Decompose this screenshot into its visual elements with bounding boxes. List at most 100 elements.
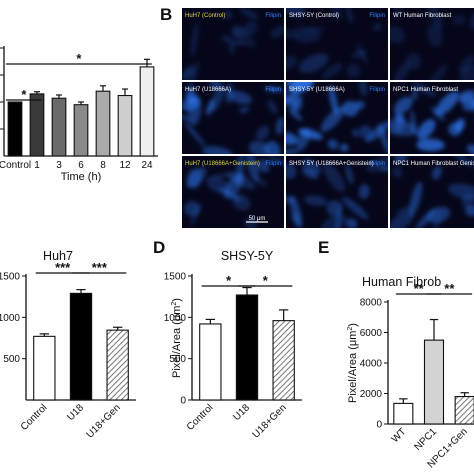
- y-tick-label: 4000: [360, 359, 383, 370]
- y-tick-label: 6000: [360, 328, 383, 339]
- fluorescent-spot: [286, 163, 297, 180]
- micrograph-2-1: SHSY 5Y (U18666A+Genistein)Filipin: [286, 156, 388, 228]
- fluorescent-spot: [393, 96, 413, 115]
- y-axis-label-tail: ): [171, 298, 183, 302]
- fluorescent-spot: [358, 184, 370, 199]
- fluorescent-spot: [427, 8, 443, 31]
- bar-NPC1: [423, 339, 445, 425]
- fluorescent-spot: [286, 8, 306, 18]
- fluorescent-spot: [286, 82, 315, 91]
- micrograph-stain-label: Filipin: [369, 161, 385, 167]
- fluorescent-spot: [244, 216, 258, 228]
- fluorescent-spot: [206, 176, 231, 194]
- fluorescent-spot: [417, 119, 436, 140]
- fluorescent-spot: [268, 99, 278, 114]
- fluorescent-spot: [264, 86, 284, 94]
- chart-panel-a: 0.51.01.52.0Control13681224Time (h)**: [0, 46, 158, 183]
- fluorescent-spot: [394, 61, 411, 80]
- fluorescent-spot: [330, 8, 342, 20]
- fluorescent-spot: [351, 128, 360, 137]
- fluorescent-spot: [390, 25, 406, 44]
- significance-marker: *: [21, 87, 27, 102]
- fluorescent-spot: [412, 82, 437, 97]
- fluorescent-spot: [220, 35, 236, 45]
- x-tick-label: NPC1: [412, 426, 439, 453]
- fluorescent-spot: [328, 85, 339, 115]
- fluorescent-spot: [294, 26, 325, 33]
- bar-8: [95, 90, 111, 157]
- fluorescent-spot: [226, 171, 256, 190]
- fluorescent-spot: [184, 201, 200, 217]
- fluorescent-spot: [320, 106, 345, 132]
- bar-Control: [199, 323, 222, 401]
- chart-title: Human Fibrob: [362, 275, 441, 289]
- bar-U18: [235, 294, 259, 401]
- fluorescent-spot: [304, 195, 328, 206]
- fluorescent-spot: [286, 29, 299, 39]
- fluorescent-spot: [427, 23, 443, 47]
- fluorescent-spot: [390, 119, 418, 137]
- fluorescent-spot: [228, 42, 236, 55]
- fluorescent-spot: [342, 100, 359, 117]
- fluorescent-spot: [415, 208, 436, 228]
- x-tick-label: WT: [390, 426, 409, 445]
- fluorescent-spot: [302, 158, 321, 175]
- fluorescent-spot: [431, 165, 442, 180]
- fluorescent-spot: [432, 209, 441, 228]
- fluorescent-spot: [223, 9, 233, 20]
- significance-marker: *: [226, 273, 232, 288]
- fluorescent-spot: [294, 29, 322, 43]
- bar-6: [73, 104, 89, 157]
- y-tick-label: 2000: [360, 389, 383, 400]
- y-tick-label: 1000: [164, 313, 187, 324]
- fluorescent-spot: [257, 159, 270, 173]
- fluorescent-spot: [243, 20, 258, 36]
- fluorescent-spot: [345, 218, 358, 228]
- fluorescent-spot: [182, 67, 198, 80]
- fluorescent-spot: [458, 91, 474, 113]
- fluorescent-spot: [461, 193, 474, 210]
- fluorescent-spot: [266, 156, 284, 168]
- fluorescent-spot: [231, 26, 256, 48]
- micrograph-signal: [286, 82, 388, 154]
- fluorescent-spot: [411, 87, 418, 101]
- fluorescent-spot: [202, 146, 233, 154]
- micrograph-stain-label: Filipin: [369, 13, 385, 19]
- bar-U18+Gen: [272, 320, 295, 401]
- superscript: 2: [347, 327, 354, 331]
- y-tick-label: 1500: [0, 272, 20, 283]
- fluorescent-spot: [301, 168, 319, 179]
- fluorescent-spot: [391, 166, 403, 178]
- micrograph-stain-label: Filipin: [265, 87, 281, 93]
- y-tick-label: 500: [3, 354, 20, 365]
- fluorescent-spot: [406, 53, 422, 70]
- y-tick-label: 8000: [360, 298, 383, 309]
- fluorescent-spot: [298, 128, 323, 140]
- micrograph-stain-label: Filipin: [265, 161, 281, 167]
- fluorescent-spot: [458, 55, 474, 74]
- significance-marker: *: [263, 273, 269, 288]
- x-tick-label: U18: [231, 402, 252, 423]
- fluorescent-spot: [264, 141, 281, 154]
- bar-Control: [7, 101, 23, 157]
- bar-U18+Gen: [106, 329, 129, 401]
- micrograph-label: HuH7 (U18666A): [185, 87, 231, 93]
- panel-label-b: B: [160, 5, 172, 24]
- fluorescent-spot: [409, 181, 423, 217]
- micrograph-0-1: SHSY-5Y (Control) Filipin: [286, 8, 388, 80]
- fluorescent-spot: [452, 14, 466, 26]
- fluorescent-spot: [286, 195, 295, 204]
- fluorescent-spot: [275, 117, 284, 135]
- x-tick-label: 3: [56, 160, 62, 171]
- chart-panel-d: SHSY-5Y 0 500 1000 1500 Pixel/Area (μm2) Contr…: [164, 249, 302, 441]
- bar-24: [139, 66, 155, 157]
- fluorescent-spot: [426, 64, 448, 80]
- fluorescent-spot: [184, 122, 206, 147]
- fluorescent-spot: [396, 205, 413, 215]
- panel-label-d: D: [153, 238, 165, 257]
- micrograph-1-0: HuH7 (U18666A) Filipin: [182, 82, 284, 154]
- y-axis-label: Pixel/Area (μm2): [171, 298, 183, 378]
- fluorescent-spot: [231, 193, 251, 211]
- fluorescent-spot: [335, 203, 342, 228]
- micrograph-label: NPC1 Human Fibroblast Genistein: [393, 161, 474, 167]
